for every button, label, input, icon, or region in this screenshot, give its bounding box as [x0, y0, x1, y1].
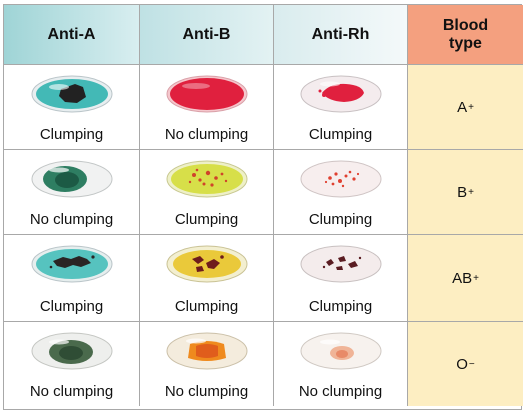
cell-o-anti-a: No clumping — [4, 322, 140, 406]
result-label: Clumping — [308, 211, 373, 228]
result-label: Clumping — [39, 126, 104, 143]
blood-typing-table: Anti-A Anti-B Anti-Rh Blood type Clumpin… — [3, 4, 523, 410]
agglutination-dish-image — [300, 160, 381, 198]
cell-ab-anti-a: Clumping — [4, 235, 140, 322]
blood-type-letter: AB — [452, 269, 473, 287]
cell-b-anti-b: Clumping — [140, 150, 274, 235]
agglutination-dish-image — [300, 332, 381, 370]
agglutination-dish-image — [31, 160, 112, 198]
result-label: Clumping — [39, 298, 104, 315]
result-label: Clumping — [174, 298, 239, 315]
cell-o-anti-b: No clumping — [140, 322, 274, 406]
header-anti-b-label: Anti-B — [182, 25, 231, 43]
header-anti-a: Anti-A — [4, 5, 140, 65]
rh-sign: + — [473, 272, 479, 284]
header-blood-type: Blood type — [408, 5, 523, 65]
cell-ab-anti-b: Clumping — [140, 235, 274, 322]
agglutination-dish-image — [166, 245, 247, 283]
header-anti-rh: Anti-Rh — [274, 5, 408, 65]
header-blood-type-line2: type — [449, 34, 482, 52]
result-label: Clumping — [308, 126, 373, 143]
rh-sign: + — [468, 101, 474, 113]
blood-type-letter: O — [456, 355, 468, 373]
header-anti-b: Anti-B — [140, 5, 274, 65]
agglutination-dish-image — [166, 160, 247, 198]
result-label: No clumping — [164, 383, 249, 400]
agglutination-dish-image — [300, 245, 381, 283]
agglutination-dish-image — [31, 245, 112, 283]
blood-type-letter: A — [457, 98, 468, 116]
rh-sign: − — [468, 358, 475, 370]
header-anti-rh-label: Anti-Rh — [311, 25, 370, 43]
header-blood-type-line1: Blood — [442, 16, 489, 34]
result-label: No clumping — [298, 383, 383, 400]
blood-type-b-positive: B + — [408, 150, 523, 235]
blood-type-o-negative: O − — [408, 322, 523, 406]
result-label: No clumping — [29, 211, 114, 228]
rh-sign: + — [468, 186, 474, 198]
cell-a-anti-a: Clumping — [4, 65, 140, 150]
agglutination-dish-image — [31, 75, 112, 113]
agglutination-dish-image — [166, 332, 247, 370]
result-label: Clumping — [174, 211, 239, 228]
blood-type-a-positive: A + — [408, 65, 523, 150]
cell-b-anti-rh: Clumping — [274, 150, 408, 235]
result-label: Clumping — [308, 298, 373, 315]
cell-a-anti-rh: Clumping — [274, 65, 408, 150]
header-anti-a-label: Anti-A — [47, 25, 96, 43]
result-label: No clumping — [164, 126, 249, 143]
result-label: No clumping — [29, 383, 114, 400]
blood-type-letter: B — [457, 183, 468, 201]
agglutination-dish-image — [31, 332, 112, 370]
cell-a-anti-b: No clumping — [140, 65, 274, 150]
agglutination-dish-image — [300, 75, 381, 113]
blood-type-ab-positive: AB + — [408, 235, 523, 322]
cell-b-anti-a: No clumping — [4, 150, 140, 235]
cell-o-anti-rh: No clumping — [274, 322, 408, 406]
agglutination-dish-image — [166, 75, 247, 113]
cell-ab-anti-rh: Clumping — [274, 235, 408, 322]
